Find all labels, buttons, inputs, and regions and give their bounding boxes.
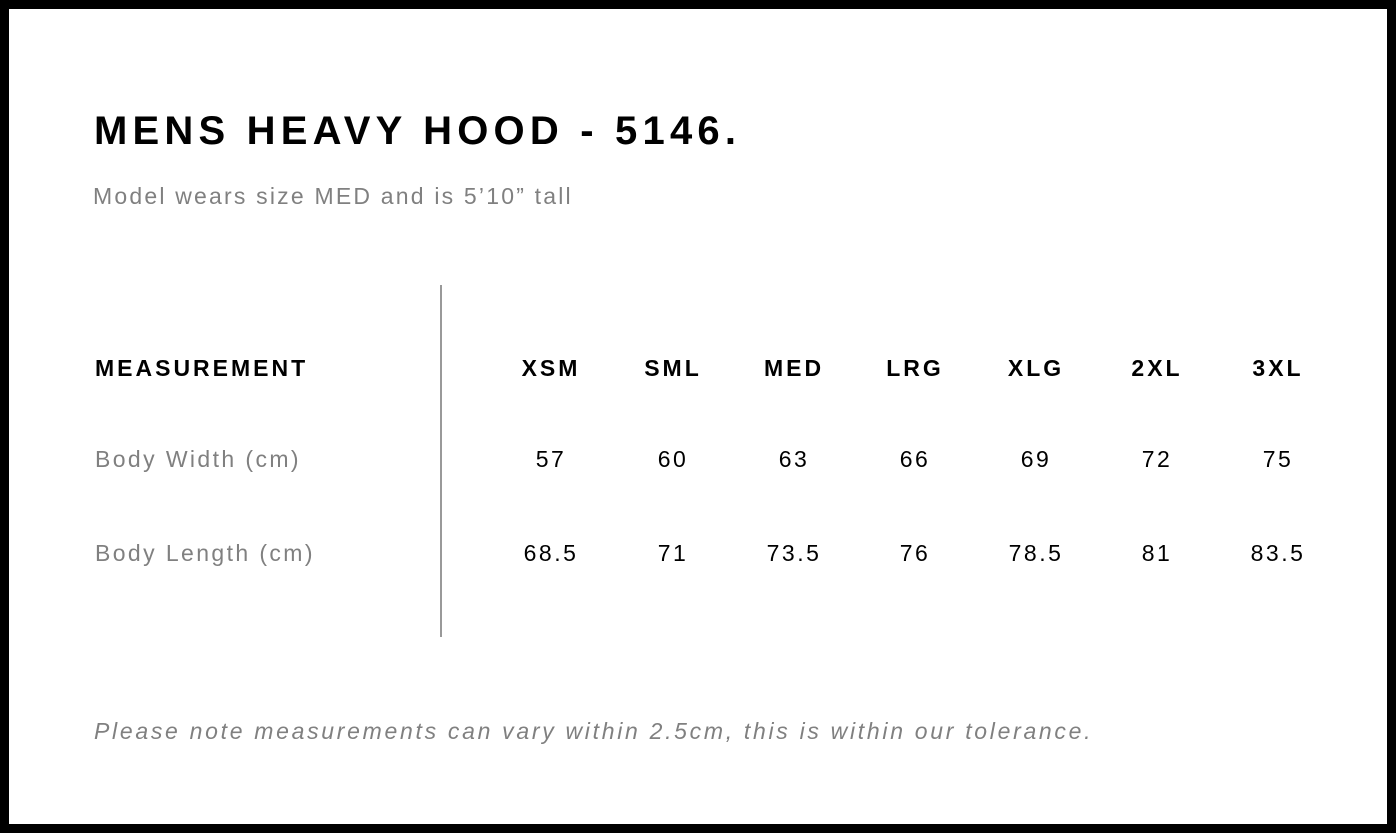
row-label: Body Length (cm)	[95, 540, 315, 566]
model-info: Model wears size MED and is 5’10” tall	[93, 183, 573, 209]
size-header-3xl: 3XL	[1252, 355, 1304, 381]
page-title: MENS HEAVY HOOD - 5146.	[94, 109, 742, 153]
table-cell: 69	[1020, 446, 1052, 472]
measurement-header: MEASUREMENT	[95, 355, 309, 381]
size-header-med: MED	[763, 355, 825, 381]
table-cell: 68.5	[523, 540, 579, 566]
table-cell: 63	[778, 446, 810, 472]
size-header-2xl: 2XL	[1131, 355, 1183, 381]
size-chart-card: MENS HEAVY HOOD - 5146. Model wears size…	[9, 9, 1387, 824]
table-cell: 81	[1141, 540, 1173, 566]
size-header-xsm: XSM	[521, 355, 581, 381]
table-cell: 78.5	[1008, 540, 1064, 566]
table-cell: 76	[899, 540, 931, 566]
row-label: Body Width (cm)	[95, 446, 301, 472]
size-header-lrg: LRG	[886, 355, 944, 381]
tolerance-note: Please note measurements can vary within…	[94, 718, 1094, 744]
table-cell: 73.5	[766, 540, 822, 566]
table-cell: 66	[899, 446, 931, 472]
column-divider	[440, 285, 442, 637]
table-cell: 75	[1262, 446, 1294, 472]
table-cell: 60	[657, 446, 689, 472]
table-cell: 71	[657, 540, 689, 566]
size-header-sml: SML	[644, 355, 702, 381]
size-header-xlg: XLG	[1007, 355, 1065, 381]
table-cell: 83.5	[1250, 540, 1306, 566]
table-cell: 57	[535, 446, 567, 472]
table-cell: 72	[1141, 446, 1173, 472]
